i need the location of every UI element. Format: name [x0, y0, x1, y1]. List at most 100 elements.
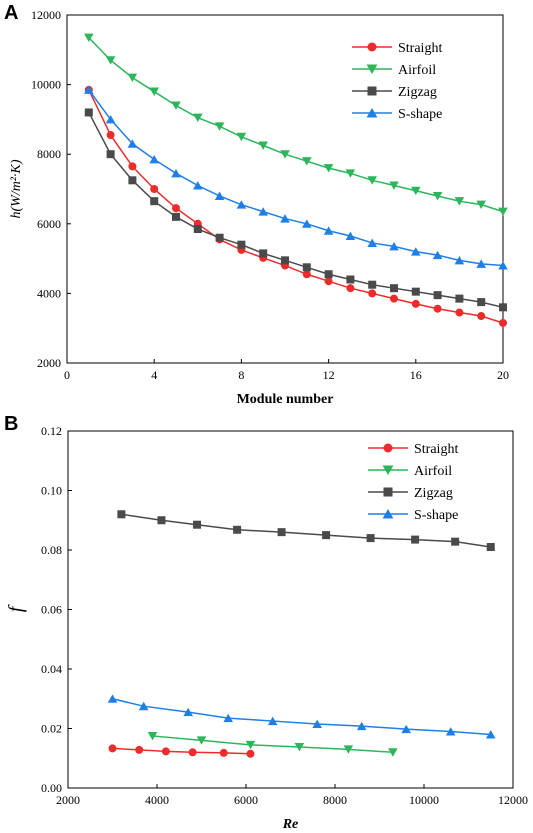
- data-point-s-shape: [454, 255, 465, 265]
- y-tick-label: 12000: [31, 8, 61, 22]
- legend-label: Airfoil: [398, 63, 436, 78]
- data-point-airfoil: [432, 191, 443, 201]
- data-point-straight: [106, 131, 115, 140]
- legend-label: Straight: [414, 442, 458, 457]
- data-point-airfoil: [196, 736, 207, 745]
- data-point-s-shape: [171, 168, 181, 178]
- data-point-zigzag: [193, 520, 202, 529]
- data-point-airfoil: [149, 87, 159, 96]
- data-point-s-shape: [105, 115, 116, 124]
- x-tick-label: 8000: [323, 793, 347, 807]
- y-tick-label: 8000: [37, 147, 61, 161]
- data-point-s-shape: [401, 724, 411, 734]
- data-point-zigzag: [117, 510, 126, 519]
- legend-marker-straight: [383, 443, 393, 453]
- data-point-airfoil: [84, 33, 94, 43]
- data-point-zigzag: [233, 525, 242, 534]
- data-point-airfoil: [127, 73, 138, 83]
- data-point-s-shape: [312, 719, 322, 729]
- x-tick-label: 8: [238, 368, 244, 382]
- series-line-airfoil: [88, 37, 504, 213]
- data-point-straight: [219, 748, 228, 757]
- data-point-s-shape: [214, 191, 225, 200]
- data-point-airfoil: [258, 141, 268, 150]
- legend-marker-zigzag: [367, 86, 377, 96]
- data-point-s-shape: [258, 207, 268, 216]
- data-point-zigzag: [486, 543, 495, 552]
- data-point-zigzag: [259, 249, 268, 258]
- data-point-s-shape: [280, 214, 290, 223]
- data-point-straight: [455, 308, 464, 317]
- y-tick-label: 0.08: [41, 543, 62, 557]
- legend-marker-airfoil: [366, 64, 378, 74]
- legend-marker-s-shape: [382, 509, 394, 519]
- data-point-zigzag: [477, 298, 486, 307]
- data-point-straight: [135, 745, 144, 754]
- legend-label: Straight: [398, 41, 442, 56]
- chart-a: 0 4 8 12 16 20 2000 4000 6000 8000 10000 12000 Modul…: [9, 8, 509, 407]
- data-point-zigzag: [281, 256, 289, 265]
- series-line-zigzag: [121, 513, 491, 548]
- data-point-s-shape: [389, 242, 399, 251]
- data-point-straight: [433, 304, 442, 313]
- data-point-zigzag: [451, 537, 460, 546]
- data-point-s-shape: [367, 238, 377, 247]
- data-point-zigzag: [172, 212, 180, 221]
- panel-b-letter: B: [4, 413, 19, 435]
- data-point-airfoil: [454, 197, 465, 206]
- data-point-straight: [128, 162, 137, 171]
- data-point-zigzag: [411, 287, 420, 296]
- data-point-s-shape: [476, 259, 486, 268]
- y-tick-label: 0.00: [41, 781, 62, 795]
- legend-marker-zigzag: [383, 487, 393, 497]
- data-point-zigzag: [499, 303, 507, 312]
- data-point-straight: [172, 204, 180, 213]
- data-point-airfoil: [214, 122, 225, 131]
- data-point-airfoil: [343, 745, 354, 754]
- data-point-zigzag: [324, 270, 333, 279]
- legend-marker-s-shape: [366, 108, 378, 118]
- plot-frame: [67, 430, 514, 789]
- data-point-s-shape: [445, 727, 456, 736]
- x-tick-label: 12: [323, 368, 335, 382]
- data-point-zigzag: [150, 197, 159, 206]
- data-point-airfoil: [280, 150, 290, 159]
- y-axis-label: f: [5, 604, 27, 612]
- data-point-s-shape: [149, 155, 159, 164]
- x-axis-label: Re: [282, 817, 299, 832]
- data-point-straight: [150, 185, 159, 193]
- data-point-s-shape: [267, 716, 278, 726]
- data-point-straight: [324, 277, 333, 286]
- data-point-zigzag: [277, 528, 286, 537]
- series-line-airfoil: [152, 735, 393, 754]
- data-point-airfoil: [294, 742, 305, 752]
- data-point-s-shape: [183, 707, 193, 717]
- y-tick-label: 6000: [37, 217, 61, 231]
- data-point-s-shape: [345, 231, 356, 240]
- data-point-zigzag: [455, 294, 464, 303]
- y-tick-label: 0.10: [41, 484, 62, 498]
- data-point-airfoil: [476, 200, 486, 210]
- legend-marker-straight: [367, 42, 377, 52]
- data-point-s-shape: [485, 730, 496, 739]
- series-line-straight: [112, 747, 251, 755]
- data-point-straight: [188, 748, 197, 757]
- y-tick-label: 0.04: [41, 662, 62, 676]
- data-point-s-shape: [84, 85, 94, 94]
- data-point-zigzag: [368, 280, 377, 289]
- data-point-airfoil: [498, 207, 508, 217]
- x-tick-label: 10000: [409, 793, 439, 807]
- data-point-airfoil: [147, 731, 158, 741]
- data-point-straight: [302, 270, 311, 279]
- data-point-airfoil: [388, 748, 398, 757]
- series-line-s-shape: [112, 698, 491, 736]
- panel-a-letter: A: [4, 2, 19, 24]
- data-point-straight: [368, 289, 377, 298]
- y-tick-label: 0.06: [41, 603, 62, 617]
- x-tick-label: 16: [410, 368, 422, 382]
- data-point-straight: [246, 749, 255, 758]
- x-tick-label: 4000: [145, 793, 169, 807]
- series-line-straight: [88, 89, 504, 324]
- data-point-s-shape: [323, 226, 334, 235]
